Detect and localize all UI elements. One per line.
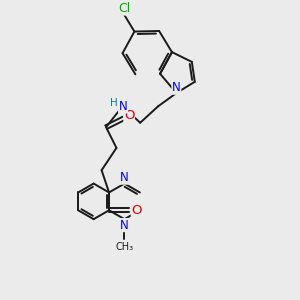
Text: H: H (110, 98, 118, 108)
Text: N: N (118, 100, 127, 113)
Text: O: O (131, 204, 142, 217)
Text: O: O (124, 109, 134, 122)
Text: N: N (120, 219, 129, 232)
Text: Cl: Cl (118, 2, 130, 15)
Text: CH₃: CH₃ (116, 242, 134, 252)
Text: N: N (120, 171, 129, 184)
Text: N: N (172, 81, 181, 94)
